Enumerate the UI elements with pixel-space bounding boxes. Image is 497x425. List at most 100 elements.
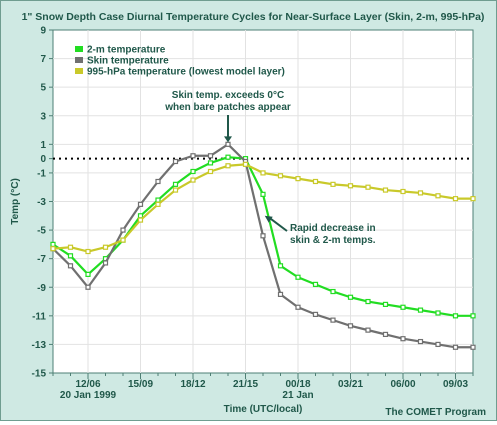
y-tick-label: -15 (32, 369, 47, 380)
data-point (347, 183, 354, 189)
x-tick-label: 15/09 (128, 379, 153, 390)
y-tick-label: -13 (32, 340, 47, 351)
data-point (417, 307, 424, 313)
data-point (330, 181, 336, 187)
gridlines (53, 30, 473, 373)
legend-label: Skin temperature (87, 56, 169, 67)
data-point (330, 288, 336, 295)
annotation-arrow-shaft (270, 217, 288, 232)
data-point (50, 246, 56, 252)
data-point (190, 153, 196, 159)
chart-title: 1" Snow Depth Case Diurnal Temperature C… (22, 11, 485, 23)
data-point (67, 253, 74, 259)
data-point (277, 263, 284, 269)
annotation-text: Skin temp. exceeds 0°C (172, 90, 284, 101)
y-tick-label: -7 (37, 254, 46, 265)
x-date-label: 21 Jan (282, 390, 313, 401)
data-point (295, 304, 301, 310)
data-point (452, 196, 459, 202)
data-point (470, 313, 476, 319)
data-point (120, 227, 126, 233)
data-point (295, 274, 301, 280)
x-tick-label: 12/06 (75, 379, 100, 390)
annotation-text: when bare patches appear (164, 102, 291, 113)
data-point (365, 327, 371, 333)
data-point (137, 217, 144, 223)
data-point (85, 271, 91, 277)
annotation-arrow-head (224, 136, 232, 143)
y-tick-label: -1 (37, 168, 46, 179)
x-axis-label: Time (UTC/local) (224, 404, 303, 415)
x-tick-label: 06/00 (390, 379, 415, 390)
data-point (172, 181, 179, 187)
data-point (277, 291, 284, 297)
x-date-label: 20 Jan 1999 (60, 390, 117, 401)
data-point (470, 344, 476, 350)
data-point (172, 158, 179, 165)
data-point (190, 177, 196, 183)
annotation-arrow-head (264, 215, 273, 223)
data-point (260, 233, 266, 239)
x-tick-label: 18/12 (180, 379, 205, 390)
data-point (137, 201, 144, 207)
legend-swatch (75, 46, 83, 52)
data-point (102, 244, 109, 250)
y-tick-label: 0 (40, 154, 46, 165)
x-tick-label: 21/15 (233, 379, 258, 390)
legend-swatch (75, 68, 83, 74)
data-point (155, 201, 161, 207)
x-tick-label: 09/03 (443, 379, 468, 390)
data-point (470, 196, 476, 202)
data-point (260, 170, 266, 176)
y-axis-label: Temp (°C) (10, 178, 21, 225)
data-point (382, 187, 389, 193)
data-point (277, 173, 284, 179)
data-point (347, 294, 354, 300)
data-point (50, 241, 56, 247)
data-point (172, 187, 179, 193)
data-point (312, 281, 319, 287)
data-point (295, 176, 301, 182)
y-tick-label: -9 (37, 283, 46, 294)
data-point (155, 197, 161, 203)
data-point (85, 248, 91, 255)
data-point (242, 161, 249, 167)
data-point (260, 191, 266, 197)
data-point (435, 341, 441, 348)
data-point (435, 193, 441, 199)
annotation-text: skin & 2-m temps. (290, 235, 376, 246)
data-point (365, 298, 371, 305)
series-3 (50, 161, 476, 255)
x-tick-label: 03/21 (338, 379, 363, 390)
data-point (190, 168, 196, 175)
data-point (417, 190, 424, 196)
data-point (225, 163, 231, 169)
x-tick-label: 00/18 (285, 379, 310, 390)
data-point (225, 141, 231, 147)
y-tick-label: 5 (40, 83, 46, 94)
annotation-text: Rapid decrease in (290, 223, 376, 234)
data-point (452, 313, 459, 319)
legend-swatch (75, 57, 83, 63)
data-point (400, 304, 406, 310)
data-point (155, 178, 161, 185)
data-point (207, 153, 214, 159)
series-layer (50, 141, 476, 350)
x-axis-ticks: 12/06 15/09 18/12 21/15 00/18 03/21 06/00 09/03… (52, 373, 474, 401)
y-axis-ticks: 9 7 5 3 1 0 -1 -3 -5 -7 -9 -11 -13 -15 (32, 26, 53, 380)
credit-text: The COMET Program (385, 407, 486, 418)
data-point (207, 160, 214, 166)
data-point (400, 188, 406, 195)
data-point (400, 336, 406, 342)
y-tick-label: 9 (40, 26, 46, 37)
data-point (207, 168, 214, 175)
data-point (120, 237, 126, 243)
data-point (137, 213, 144, 219)
y-tick-label: -11 (32, 311, 46, 322)
data-point (312, 178, 319, 185)
y-tick-label: 1 (40, 140, 46, 151)
y-tick-label: -5 (37, 226, 46, 237)
